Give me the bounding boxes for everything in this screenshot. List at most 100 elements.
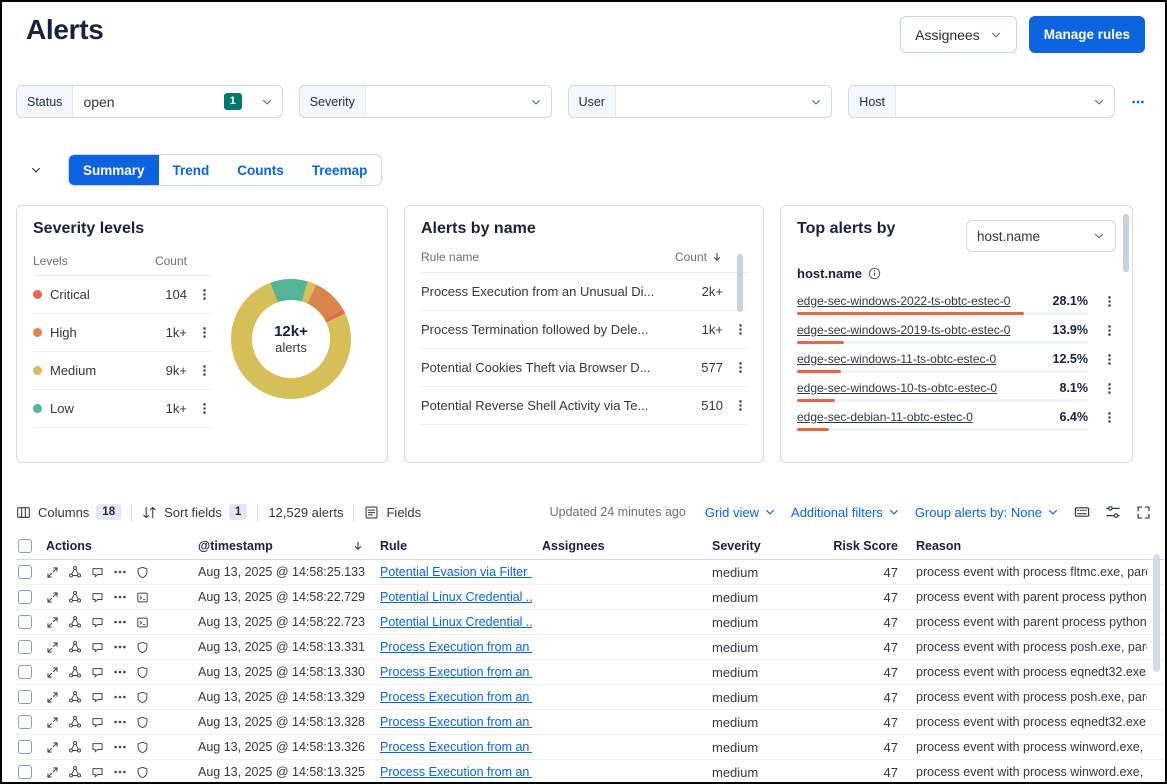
tab-trend[interactable]: Trend (159, 155, 224, 185)
scrollbar-thumb[interactable] (737, 254, 743, 312)
more-actions-icon[interactable] (113, 640, 127, 654)
expand-alert-icon[interactable] (46, 566, 59, 579)
row-menu-icon[interactable] (734, 399, 747, 412)
session-icon[interactable] (136, 616, 149, 629)
rule-link[interactable]: Process Execution from an ... (380, 665, 532, 679)
endpoint-icon[interactable] (136, 716, 149, 729)
row-menu-icon[interactable] (198, 288, 211, 301)
more-actions-icon[interactable] (113, 665, 127, 679)
row-menu-icon[interactable] (1103, 324, 1116, 337)
row-checkbox[interactable] (18, 740, 32, 754)
row-menu-icon[interactable] (198, 402, 211, 415)
expand-alert-icon[interactable] (46, 641, 59, 654)
tab-treemap[interactable]: Treemap (298, 155, 382, 185)
fullscreen-icon[interactable] (1136, 505, 1151, 520)
comment-icon[interactable] (91, 641, 104, 654)
more-actions-icon[interactable] (113, 740, 127, 754)
sort-fields-button[interactable]: Sort fields 1 (132, 504, 257, 520)
column-header-severity[interactable]: Severity (712, 539, 761, 553)
assignees-button[interactable]: Assignees (900, 16, 1017, 53)
more-actions-icon[interactable] (113, 615, 127, 629)
endpoint-icon[interactable] (136, 691, 149, 704)
expand-alert-icon[interactable] (46, 766, 59, 779)
filter-status[interactable]: Status open 1 (16, 85, 283, 118)
more-actions-icon[interactable] (113, 565, 127, 579)
row-checkbox[interactable] (18, 765, 32, 779)
table-scrollbar-thumb[interactable] (1153, 554, 1160, 672)
row-checkbox[interactable] (18, 590, 32, 604)
expand-alert-icon[interactable] (46, 591, 59, 604)
expand-alert-icon[interactable] (46, 616, 59, 629)
row-checkbox[interactable] (18, 640, 32, 654)
analyze-event-icon[interactable] (68, 590, 82, 604)
more-actions-icon[interactable] (113, 690, 127, 704)
columns-button[interactable]: Columns 18 (16, 504, 131, 520)
row-menu-icon[interactable] (1103, 382, 1116, 395)
comment-icon[interactable] (91, 616, 104, 629)
row-menu-icon[interactable] (734, 323, 747, 336)
session-icon[interactable] (136, 591, 149, 604)
host-name-link[interactable]: edge-sec-windows-2022-ts-obtc-estec-0 (797, 294, 1011, 308)
column-header-count-sorted[interactable]: Count (675, 250, 723, 264)
rule-link[interactable]: Process Execution from an ... (380, 740, 532, 754)
comment-icon[interactable] (91, 716, 104, 729)
analyze-event-icon[interactable] (68, 765, 82, 779)
row-checkbox[interactable] (18, 565, 32, 579)
comment-icon[interactable] (91, 741, 104, 754)
rule-link[interactable]: Process Execution from an ... (380, 765, 532, 779)
rule-link[interactable]: Process Execution from an ... (380, 690, 532, 704)
row-checkbox[interactable] (18, 690, 32, 704)
rule-link[interactable]: Process Execution from an ... (380, 715, 532, 729)
host-name-link[interactable]: edge-sec-windows-11-ts-obtc-estec-0 (797, 352, 997, 366)
rule-link[interactable]: Process Execution from an ... (380, 640, 532, 654)
analyze-event-icon[interactable] (68, 690, 82, 704)
more-actions-icon[interactable] (113, 715, 127, 729)
manage-rules-button[interactable]: Manage rules (1028, 16, 1145, 53)
fields-button[interactable]: Fields (354, 505, 431, 520)
row-checkbox[interactable] (18, 715, 32, 729)
expand-alert-icon[interactable] (46, 666, 59, 679)
endpoint-icon[interactable] (136, 666, 149, 679)
column-header-rule[interactable]: Rule (380, 539, 408, 553)
grid-view-button[interactable]: Grid view (705, 505, 776, 520)
comment-icon[interactable] (91, 666, 104, 679)
endpoint-icon[interactable] (136, 641, 149, 654)
endpoint-icon[interactable] (136, 766, 149, 779)
expand-alert-icon[interactable] (46, 716, 59, 729)
analyze-event-icon[interactable] (68, 715, 82, 729)
analyze-event-icon[interactable] (68, 665, 82, 679)
collapse-section-chevron-icon[interactable] (16, 164, 48, 176)
select-all-checkbox[interactable] (18, 539, 32, 553)
more-actions-icon[interactable] (113, 590, 127, 604)
expand-alert-icon[interactable] (46, 691, 59, 704)
filter-user[interactable]: User (567, 85, 833, 118)
row-menu-icon[interactable] (198, 326, 211, 339)
row-menu-icon[interactable] (1103, 353, 1116, 366)
comment-icon[interactable] (91, 691, 104, 704)
comment-icon[interactable] (91, 591, 104, 604)
analyze-event-icon[interactable] (68, 740, 82, 754)
top-alerts-field-selector[interactable]: host.name (966, 220, 1116, 252)
tab-summary[interactable]: Summary (69, 155, 159, 185)
scrollbar-thumb[interactable] (1123, 214, 1129, 272)
comment-icon[interactable] (91, 566, 104, 579)
column-header-reason[interactable]: Reason (916, 539, 962, 553)
endpoint-icon[interactable] (136, 566, 149, 579)
rule-link[interactable]: Potential Linux Credential ... (380, 590, 532, 604)
row-menu-icon[interactable] (1103, 295, 1116, 308)
filter-host[interactable]: Host (848, 85, 1115, 118)
row-menu-icon[interactable] (734, 361, 747, 374)
analyze-event-icon[interactable] (68, 565, 82, 579)
tab-counts[interactable]: Counts (223, 155, 298, 185)
endpoint-icon[interactable] (136, 741, 149, 754)
group-alerts-by-button[interactable]: Group alerts by: None (915, 505, 1059, 520)
rule-link[interactable]: Potential Evasion via Filter ... (380, 565, 532, 579)
more-actions-icon[interactable] (113, 765, 127, 779)
rule-link[interactable]: Potential Linux Credential ... (380, 615, 532, 629)
host-name-link[interactable]: edge-sec-windows-2019-ts-obtc-estec-0 (797, 323, 1011, 337)
additional-filters-button[interactable]: Additional filters (791, 505, 900, 520)
row-checkbox[interactable] (18, 615, 32, 629)
row-menu-icon[interactable] (198, 364, 211, 377)
host-name-link[interactable]: edge-sec-windows-10-ts-obtc-estec-0 (797, 381, 998, 395)
keyboard-shortcuts-icon[interactable] (1074, 504, 1090, 520)
